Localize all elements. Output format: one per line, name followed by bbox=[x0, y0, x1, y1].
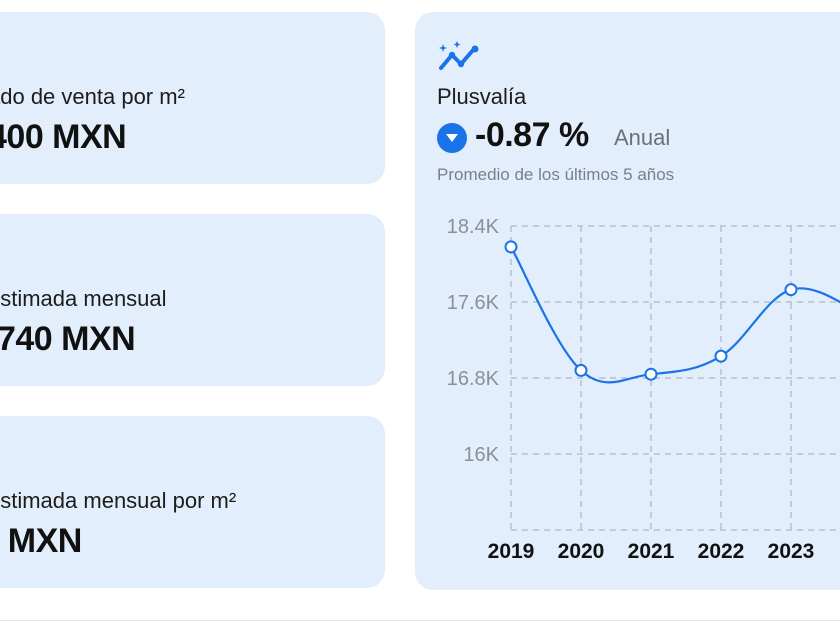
monthly-rent-value: ,740 MXN bbox=[0, 320, 136, 358]
sale-price-per-m2-card: ado de venta por m² 400 MXN bbox=[0, 12, 385, 184]
monthly-rent-per-m2-card: estimada mensual por m² ) MXN bbox=[0, 416, 385, 588]
data-point[interactable] bbox=[714, 349, 728, 363]
data-point[interactable] bbox=[644, 367, 658, 381]
x-tick-label: 2020 bbox=[558, 540, 605, 563]
y-tick-label: 17.6K bbox=[447, 292, 500, 314]
data-point[interactable] bbox=[574, 363, 588, 377]
monthly-rent-label: estimada mensual bbox=[0, 286, 167, 311]
sale-price-value: 400 MXN bbox=[0, 118, 127, 156]
x-tick-label: 2019 bbox=[488, 540, 535, 563]
y-tick-label: 18.4K bbox=[447, 216, 500, 238]
arrow-down-icon bbox=[437, 123, 467, 153]
plusvalia-title: Plusvalía bbox=[437, 84, 527, 109]
plusvalia-note: Promedio de los últimos 5 años bbox=[437, 165, 675, 184]
plusvalia-card: Plusvalía -0.87 % Anual Promedio de los … bbox=[415, 12, 840, 590]
y-tick-label: 16.8K bbox=[447, 368, 500, 390]
plusvalia-period: Anual bbox=[614, 125, 671, 150]
trend-sparkle-icon bbox=[439, 41, 479, 70]
x-tick-label: 2021 bbox=[628, 540, 675, 563]
plusvalia-change-value: -0.87 % bbox=[475, 116, 589, 154]
bottom-divider bbox=[0, 620, 840, 621]
data-point[interactable] bbox=[784, 283, 798, 297]
x-tick-label: 2023 bbox=[768, 540, 815, 563]
x-tick-label: 2022 bbox=[698, 540, 745, 563]
monthly-rent-m2-value: ) MXN bbox=[0, 522, 82, 560]
sale-price-label: ado de venta por m² bbox=[0, 84, 185, 109]
data-point[interactable] bbox=[504, 240, 518, 254]
monthly-rent-m2-label: estimada mensual por m² bbox=[0, 488, 237, 513]
monthly-rent-card: estimada mensual ,740 MXN bbox=[0, 214, 385, 386]
y-tick-label: 16K bbox=[463, 444, 499, 466]
